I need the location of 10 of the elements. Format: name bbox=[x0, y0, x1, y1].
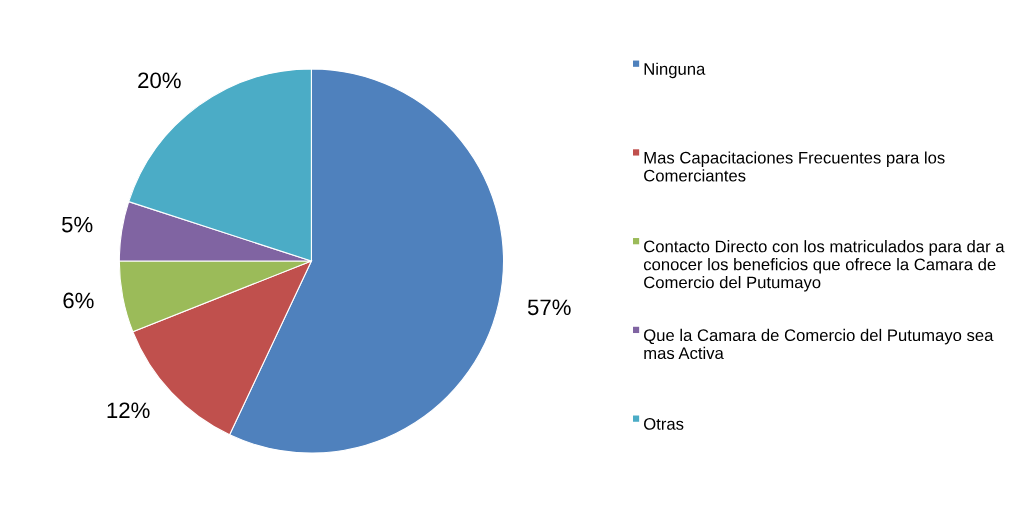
data-label: 20% bbox=[138, 72, 181, 89]
legend-label: Ninguna bbox=[644, 62, 706, 79]
data-label: 57% bbox=[527, 299, 571, 316]
legend-label: Mas Capacitaciones Frecuentes para los Comerciantes bbox=[644, 151, 945, 182]
legend-label: Otras bbox=[644, 418, 684, 430]
data-label: 5% bbox=[61, 216, 93, 233]
legend-label: Que la Camara de Comercio del Putumayo sea mas Activa bbox=[644, 328, 994, 360]
data-label: 12% bbox=[107, 402, 150, 419]
legend-label: Contacto Directo con los matriculados para dar a conocer los beneficios que ofrece la Camara de Comercio del Putumayo bbox=[643, 240, 1005, 292]
data-label: 6% bbox=[63, 292, 94, 309]
